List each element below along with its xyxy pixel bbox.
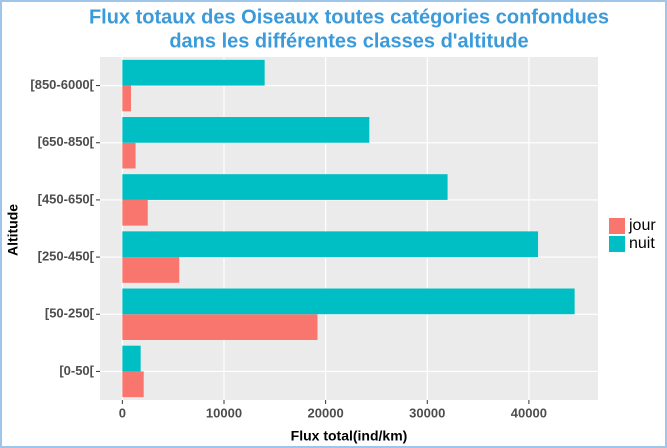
- x-axis-title: Flux total(ind/km): [291, 428, 408, 444]
- bar: [122, 288, 575, 315]
- bar: [122, 59, 265, 86]
- chart-title: dans les différentes classes d'altitude: [169, 30, 528, 52]
- bar: [122, 371, 144, 398]
- x-tick-label: 40000: [511, 405, 547, 420]
- bar: [122, 85, 131, 112]
- bar: [122, 199, 148, 226]
- y-tick-label: [850-6000[: [30, 77, 94, 92]
- x-tick-label: 0: [119, 405, 126, 420]
- legend-label: nuit: [629, 235, 655, 252]
- y-tick-label: [450-650[: [38, 191, 95, 206]
- y-tick-label: [650-850[: [38, 134, 95, 149]
- bar: [122, 174, 448, 200]
- y-tick-label: [0-50[: [59, 363, 94, 378]
- y-tick-label: [50-250[: [45, 306, 95, 321]
- panel: [100, 57, 598, 400]
- legend-swatch: [609, 236, 625, 252]
- y-axis-title: Altitude: [5, 204, 21, 256]
- legend-swatch: [609, 218, 625, 234]
- legend-label: jour: [628, 217, 656, 234]
- bar: [122, 345, 141, 372]
- chart-title: Flux totaux des Oiseaux toutes catégorie…: [89, 6, 609, 28]
- y-tick-label: [250-450[: [38, 249, 95, 264]
- bar: [122, 117, 370, 143]
- x-tick-label: 30000: [409, 405, 445, 420]
- bar: [122, 231, 539, 258]
- x-tick-label: 10000: [206, 405, 242, 420]
- bar: [122, 314, 318, 340]
- x-tick-label: 20000: [308, 405, 344, 420]
- bar: [122, 257, 180, 283]
- bar: [122, 142, 136, 169]
